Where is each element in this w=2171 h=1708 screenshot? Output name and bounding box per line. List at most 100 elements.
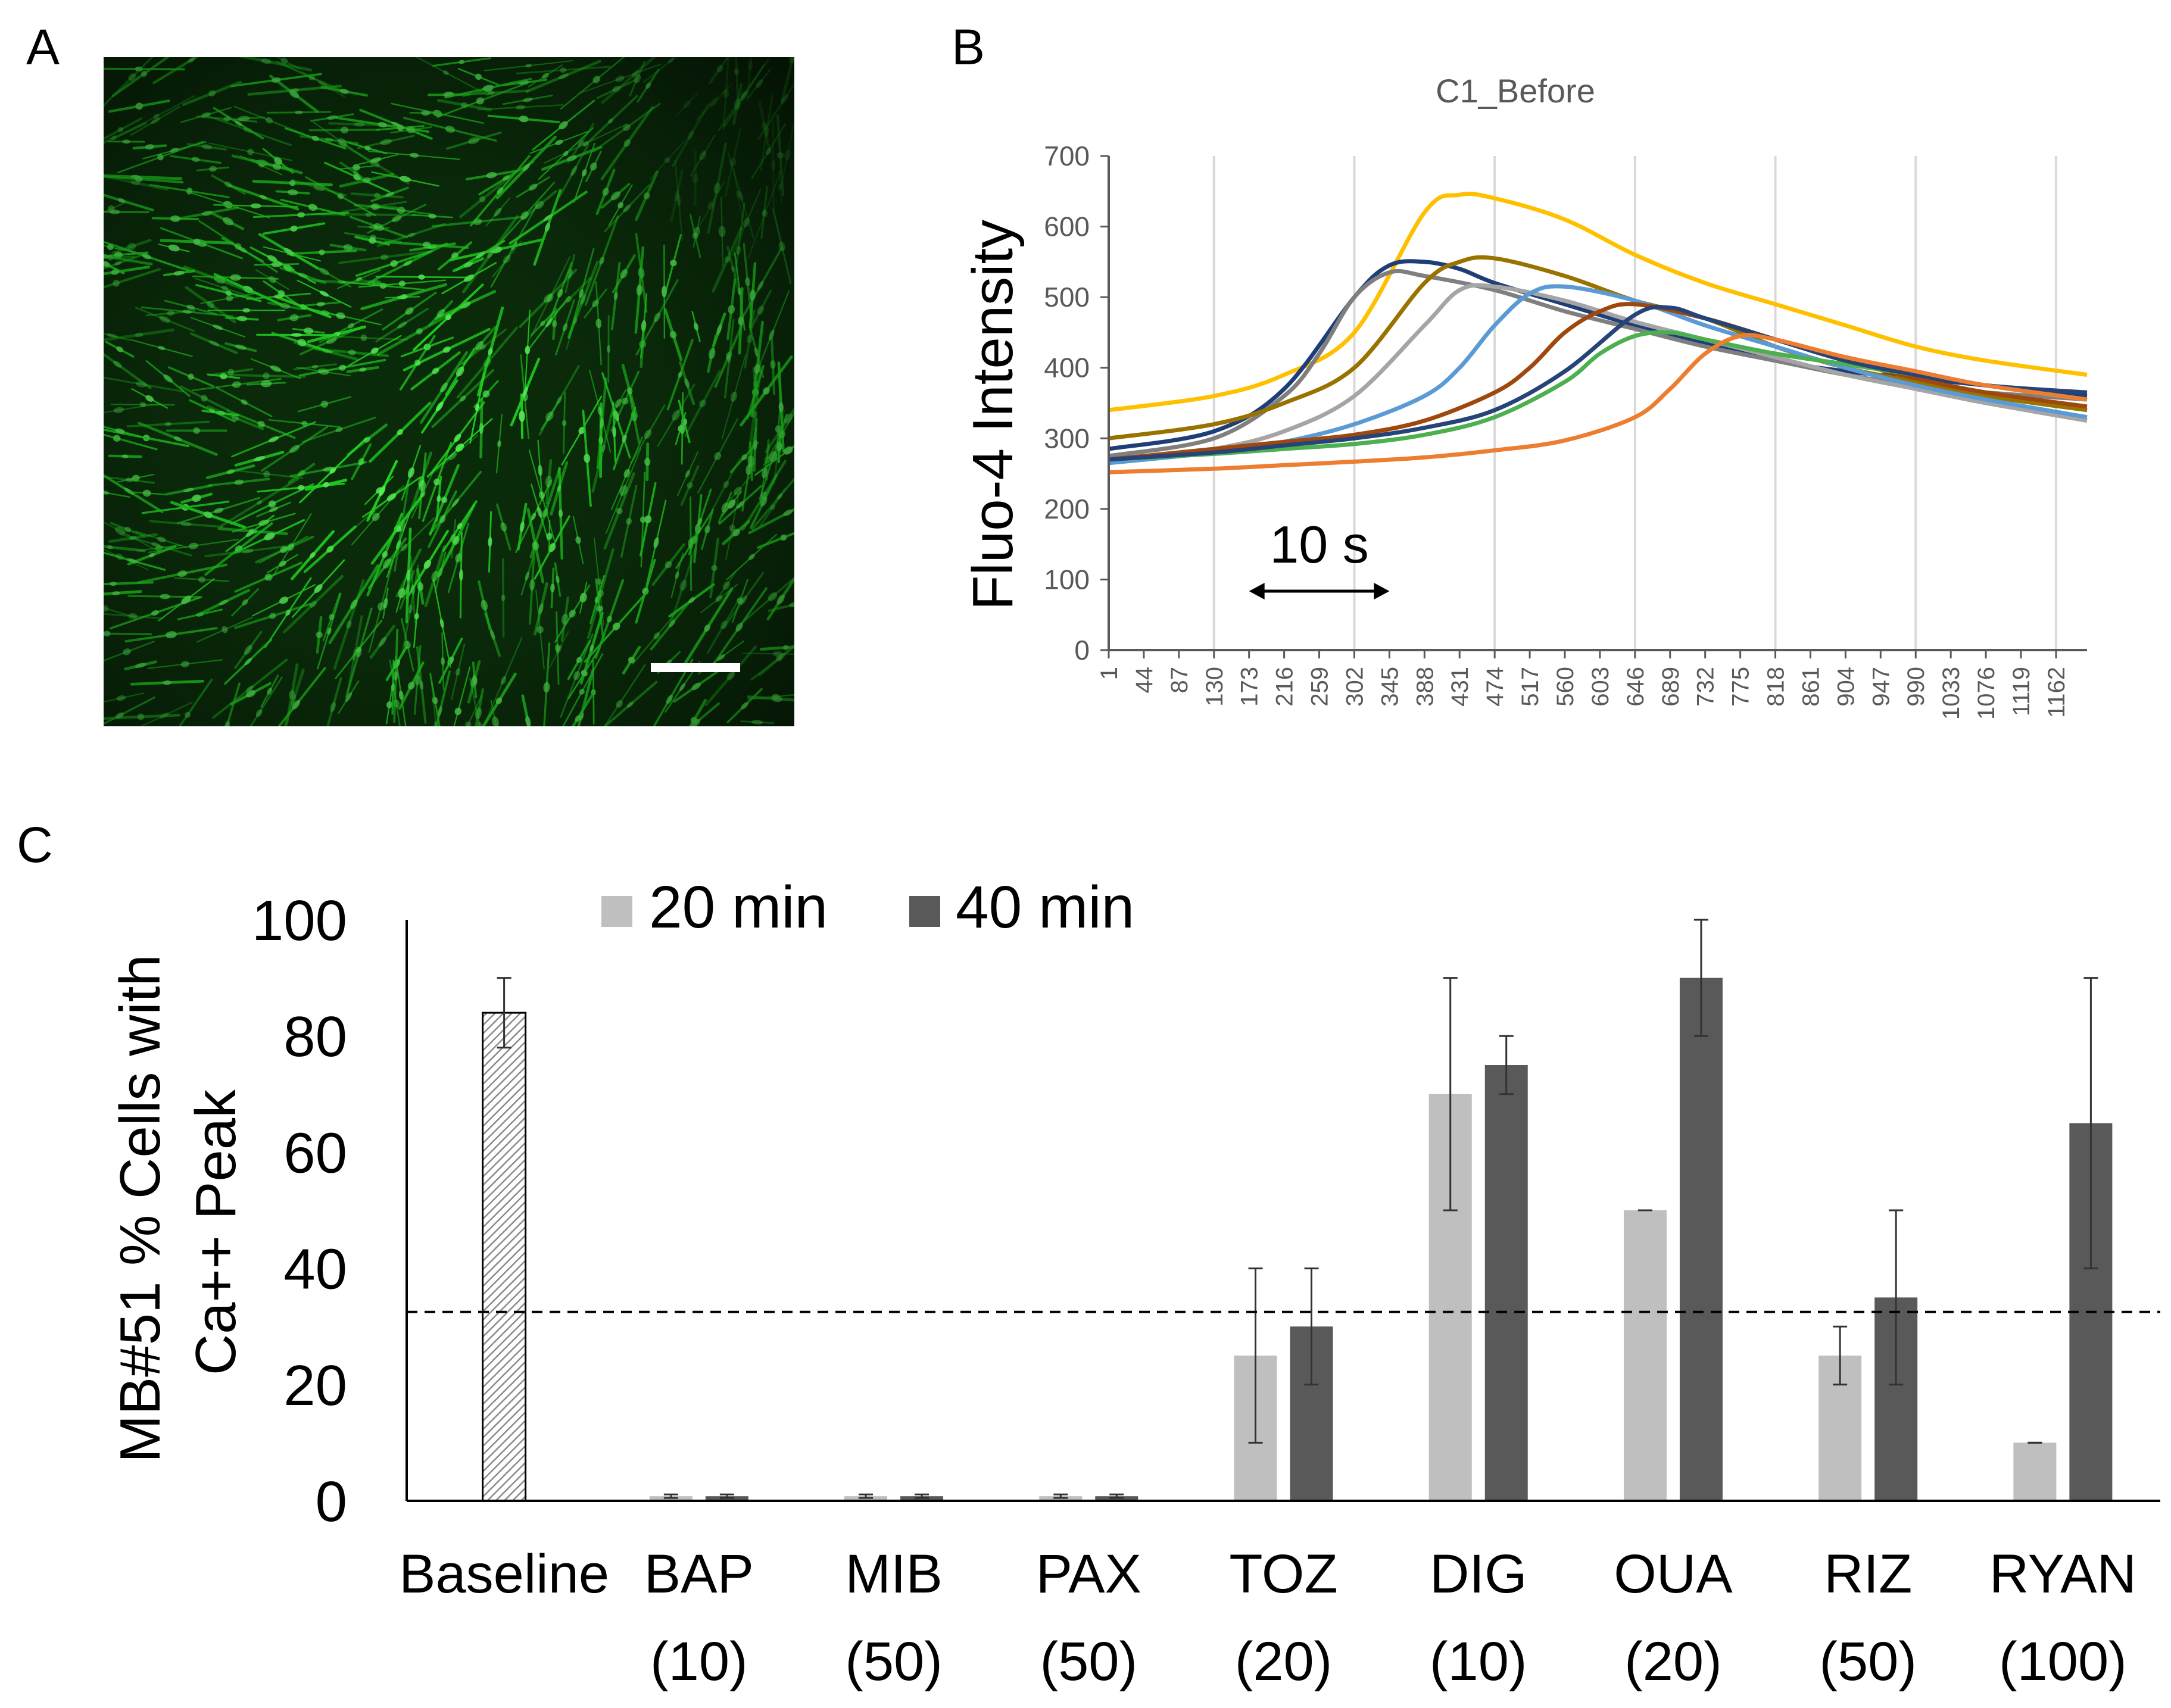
time-scale-arrowhead-left bbox=[1249, 583, 1265, 599]
y-tick-label: 200 bbox=[1044, 494, 1090, 524]
y-tick-label: 600 bbox=[1044, 211, 1090, 242]
y-tick-label: 100 bbox=[1044, 564, 1090, 595]
category-dose-dig: (10) bbox=[1430, 1631, 1527, 1692]
x-tick-label: 603 bbox=[1587, 667, 1614, 707]
x-tick-label: 646 bbox=[1623, 667, 1649, 707]
x-tick-label: 302 bbox=[1342, 667, 1368, 707]
category-dose-bap: (10) bbox=[650, 1631, 748, 1692]
fluorescence-micrograph bbox=[104, 57, 794, 726]
x-tick-label: 87 bbox=[1166, 667, 1193, 694]
legend-swatch-20-min bbox=[601, 896, 632, 927]
y-tick-label: 100 bbox=[252, 889, 347, 953]
series-line-cell-3 bbox=[1108, 268, 2088, 458]
x-tick-label: 259 bbox=[1307, 667, 1333, 707]
bar-chart-bars bbox=[482, 978, 2113, 1502]
x-tick-label: 947 bbox=[1868, 667, 1894, 707]
series-line-cell-5 bbox=[1108, 283, 2088, 466]
bar-chart-category-labels: Baseline BAP (10) MIB (50) PAX (50) TOZ (20) DIG (… bbox=[399, 1544, 2136, 1692]
category-label-ryan: RYAN bbox=[1989, 1544, 2136, 1604]
series-line-cell-4 bbox=[1108, 255, 2088, 441]
line-chart-calcium-traces: C1_Before Fluo-4 Intensity 0 100 200 300 400… bbox=[961, 72, 2088, 720]
line-chart-series bbox=[1108, 192, 2088, 474]
category-label-baseline: Baseline bbox=[399, 1544, 609, 1604]
series-line-cell-10 bbox=[1108, 333, 2088, 474]
bar-baseline bbox=[482, 1011, 527, 1502]
x-tick-label: 1 bbox=[1096, 667, 1122, 680]
x-tick-label: 44 bbox=[1131, 667, 1158, 694]
category-dose-pax: (50) bbox=[1040, 1631, 1137, 1692]
x-tick-label: 173 bbox=[1237, 667, 1263, 707]
time-scale-label: 10 s bbox=[1269, 515, 1368, 574]
panel-label-b: B bbox=[952, 19, 985, 75]
legend-label-40-min: 40 min bbox=[956, 874, 1134, 941]
x-tick-label: 775 bbox=[1728, 667, 1754, 707]
y-tick-label: 20 bbox=[283, 1354, 347, 1417]
x-tick-label: 1119 bbox=[2008, 667, 2035, 716]
line-chart-x-ticks: 1 44 87 130 173 216 259 302 345 388 431 474 517 560 60… bbox=[1096, 650, 2070, 720]
x-tick-label: 345 bbox=[1377, 667, 1403, 707]
micrograph-vignette bbox=[104, 57, 794, 726]
bar-chart-y-axis-label-line1: MB#51 % Cells with bbox=[108, 954, 172, 1463]
x-tick-label: 216 bbox=[1272, 667, 1298, 707]
line-chart-y-axis-label: Fluo-4 Intensity bbox=[961, 220, 1025, 610]
scale-bar bbox=[651, 663, 740, 672]
category-dose-mib: (50) bbox=[845, 1631, 943, 1692]
y-tick-label: 40 bbox=[283, 1238, 347, 1301]
x-tick-label: 990 bbox=[1903, 667, 1929, 707]
y-tick-label: 400 bbox=[1044, 352, 1090, 383]
x-tick-label: 560 bbox=[1552, 667, 1579, 707]
y-tick-label: 700 bbox=[1044, 140, 1090, 171]
category-label-toz: TOZ bbox=[1229, 1544, 1337, 1604]
panel-label-c: C bbox=[17, 817, 53, 873]
bar-chart-calcium-peak: MB#51 % Cells with Ca++ Peak 20 min 40 m… bbox=[108, 874, 2160, 1692]
line-chart-gridlines bbox=[1212, 156, 2057, 650]
bar-chart-legend: 20 min 40 min bbox=[601, 874, 1134, 941]
y-tick-label: 500 bbox=[1044, 282, 1090, 313]
bar-chart-y-ticks: 0 20 40 60 80 100 bbox=[252, 889, 347, 1534]
panel-label-a: A bbox=[26, 19, 60, 75]
x-tick-label: 1033 bbox=[1938, 667, 1964, 720]
time-scale-annotation: 10 s bbox=[1249, 515, 1390, 599]
series-line-cell-6 bbox=[1108, 284, 2088, 466]
series-line-cell-1 bbox=[1108, 192, 2088, 413]
x-tick-label: 1162 bbox=[2044, 667, 2070, 718]
x-tick-label: 474 bbox=[1482, 667, 1508, 707]
category-dose-oua: (20) bbox=[1624, 1631, 1722, 1692]
x-tick-label: 861 bbox=[1798, 667, 1824, 707]
x-tick-label: 1076 bbox=[1973, 667, 2000, 720]
category-dose-riz: (50) bbox=[1819, 1631, 1917, 1692]
category-dose-toz: (20) bbox=[1235, 1631, 1333, 1692]
x-tick-label: 388 bbox=[1412, 667, 1438, 707]
category-dose-ryan: (100) bbox=[1999, 1631, 2127, 1692]
category-label-pax: PAX bbox=[1036, 1544, 1141, 1604]
category-label-oua: OUA bbox=[1614, 1544, 1733, 1604]
bar-ryan-20-min bbox=[2013, 1442, 2057, 1501]
x-tick-label: 904 bbox=[1833, 667, 1859, 707]
x-tick-label: 818 bbox=[1763, 667, 1789, 707]
legend-swatch-40-min bbox=[909, 896, 940, 927]
legend-label-20-min: 20 min bbox=[649, 874, 828, 941]
bar-chart-error-bars bbox=[497, 919, 2098, 1499]
bar-chart-y-axis-label-line2: Ca++ Peak bbox=[184, 1089, 248, 1375]
y-tick-label: 80 bbox=[283, 1005, 347, 1069]
time-scale-arrowhead-right bbox=[1374, 583, 1390, 599]
series-line-cell-7 bbox=[1108, 302, 2088, 462]
line-chart-axes bbox=[1108, 156, 2087, 651]
y-tick-label: 60 bbox=[283, 1121, 347, 1185]
category-label-riz: RIZ bbox=[1824, 1544, 1912, 1604]
category-label-dig: DIG bbox=[1430, 1544, 1527, 1604]
y-tick-label: 0 bbox=[316, 1470, 347, 1534]
x-tick-label: 517 bbox=[1517, 667, 1543, 707]
category-label-bap: BAP bbox=[644, 1544, 754, 1604]
x-tick-label: 689 bbox=[1658, 667, 1684, 707]
x-tick-label: 130 bbox=[1202, 667, 1228, 707]
bar-oua-40-min bbox=[1679, 978, 1723, 1501]
category-label-mib: MIB bbox=[845, 1544, 943, 1604]
x-tick-label: 431 bbox=[1447, 667, 1473, 707]
x-tick-label: 732 bbox=[1693, 667, 1719, 707]
bar-dig-40-min bbox=[1484, 1065, 1528, 1501]
y-tick-label: 300 bbox=[1044, 423, 1090, 454]
bar-chart-axes bbox=[405, 920, 2160, 1502]
y-tick-label: 0 bbox=[1074, 635, 1090, 666]
